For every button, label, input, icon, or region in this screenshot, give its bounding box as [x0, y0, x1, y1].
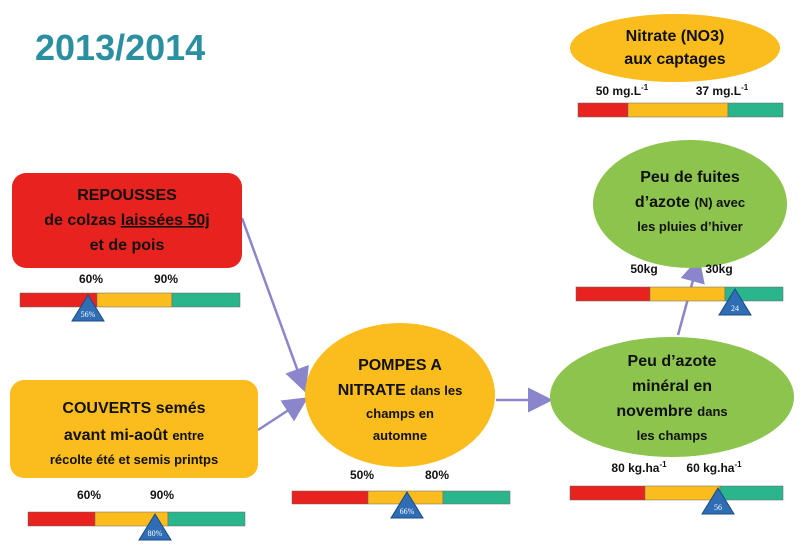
scale-label: 37 mg.L-1 — [696, 83, 749, 98]
scale-label: 90% — [150, 488, 174, 502]
label-text: 60% — [79, 272, 103, 286]
node-box — [12, 173, 242, 268]
scale-label: 60% — [77, 488, 101, 502]
scale-segment — [167, 511, 246, 527]
scale-segment — [575, 286, 651, 302]
scale-segment — [27, 511, 96, 527]
scale-label: 80% — [425, 468, 449, 482]
marker-label: 66% — [400, 507, 415, 516]
marker-label: 56 — [714, 503, 722, 512]
label-sup: -1 — [741, 83, 749, 92]
scale-label: 60% — [79, 272, 103, 286]
scale-segment — [96, 292, 173, 308]
marker-label: 24 — [731, 304, 739, 313]
scale-segment — [627, 102, 729, 118]
scale-segment — [727, 102, 784, 118]
node-text: REPOUSSES de colzas laissées 50j et de poi… — [44, 187, 209, 254]
arrows — [240, 217, 705, 432]
label-text: 90% — [154, 272, 178, 286]
node-ellipse — [570, 14, 780, 82]
label-text: 37 mg.L — [696, 84, 741, 98]
label-sup: -1 — [641, 83, 649, 92]
scale-label: 50 mg.L-1 — [596, 83, 649, 98]
node-ellipse — [593, 140, 787, 268]
scale-segment — [442, 490, 511, 505]
scale-label: 50kg — [630, 262, 657, 276]
label-text: 50kg — [630, 262, 657, 276]
marker-label: 80% — [148, 529, 163, 538]
scale-segment — [171, 292, 241, 308]
title: 2013/2014 — [35, 27, 205, 68]
label-text: 60% — [77, 488, 101, 502]
scale-segment — [649, 286, 726, 302]
label-text: 80% — [425, 468, 449, 482]
node-box — [10, 380, 258, 478]
scale-label: 80 kg.ha-1 — [611, 460, 667, 475]
scale-marker — [390, 491, 424, 519]
label-text: 50% — [350, 468, 374, 482]
label-text: 50 mg.L — [596, 84, 641, 98]
node-text: Peu de fuites d’azote (N) avec les pluies … — [635, 169, 745, 234]
node-text: Peu d’azote minéral en novembre dans les ch… — [616, 353, 727, 443]
node-text: COUVERTS semés avant mi-août entre récolte… — [50, 400, 218, 467]
label-text: 60 kg.ha — [686, 461, 734, 475]
scale-marker — [718, 288, 752, 316]
scale-label: 30kg — [705, 262, 732, 276]
scale-segment — [644, 485, 721, 501]
label-sup: -1 — [659, 460, 667, 469]
scale-marker — [71, 294, 105, 322]
node-ellipse — [550, 337, 794, 457]
label-text: 90% — [150, 488, 174, 502]
marker-label: 56% — [81, 310, 96, 319]
label-text: 30kg — [705, 262, 732, 276]
label-sup: -1 — [734, 460, 742, 469]
scale-segment — [719, 485, 784, 501]
node-text: Nitrate (NO3) aux captages — [624, 28, 725, 68]
scale-label: 90% — [154, 272, 178, 286]
label-text: 80 kg.ha — [611, 461, 659, 475]
scale-label: 50% — [350, 468, 374, 482]
scale-segment — [569, 485, 646, 501]
scale-segment — [291, 490, 369, 505]
node-text: POMPES A NITRATE dans les champs en automne — [338, 357, 463, 443]
scale-label: 60 kg.ha-1 — [686, 460, 742, 475]
scale-marker — [701, 487, 735, 515]
scale-marker — [138, 513, 172, 541]
scale-segment — [577, 102, 629, 118]
node-ellipse — [305, 323, 495, 467]
